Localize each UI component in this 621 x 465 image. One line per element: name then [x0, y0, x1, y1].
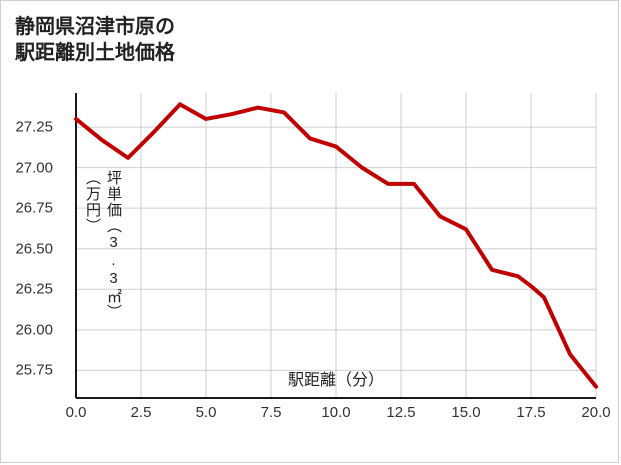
x-tick-label: 2.5: [121, 404, 161, 421]
gridlines: [76, 93, 596, 398]
x-tick-label: 12.5: [381, 404, 421, 421]
x-axis-ticks: 0.0 2.5 5.0 7.5 10.0 12.5 15.0 17.5 20.0: [76, 398, 596, 428]
y-tick-label: 27.00: [0, 159, 53, 176]
y-tick-label: 26.75: [0, 200, 53, 217]
y-tick-label: 25.75: [0, 362, 53, 379]
chart-plot-area: 坪単価（3.3㎡）（万円） 駅距離（分） 25.75 26.00 26.25 26.5…: [76, 93, 596, 398]
y-axis-ticks: 25.75 26.00 26.25 26.50 26.75 27.00 27.25: [0, 93, 61, 398]
y-tick-label: 26.25: [0, 281, 53, 298]
y-tick-label: 26.50: [0, 240, 53, 257]
x-tick-label: 20.0: [576, 404, 616, 421]
y-tick-label: 27.25: [0, 119, 53, 136]
chart-title: 静岡県沼津市原の 駅距離別土地価格: [15, 15, 175, 66]
x-tick-label: 7.5: [251, 404, 291, 421]
y-axis-label: 坪単価（3.3㎡）（万円）: [82, 169, 124, 322]
x-tick-label: 17.5: [511, 404, 551, 421]
y-tick-label: 26.00: [0, 321, 53, 338]
line-chart-svg: [76, 93, 596, 398]
chart-container: 静岡県沼津市原の 駅距離別土地価格 坪単価（3.3㎡）（万円） 駅距離（分） 2…: [0, 0, 619, 463]
x-tick-label: 10.0: [316, 404, 356, 421]
x-tick-label: 5.0: [186, 404, 226, 421]
x-axis-label: 駅距離（分）: [288, 366, 384, 390]
x-tick-label: 0.0: [56, 404, 96, 421]
x-tick-label: 15.0: [446, 404, 486, 421]
